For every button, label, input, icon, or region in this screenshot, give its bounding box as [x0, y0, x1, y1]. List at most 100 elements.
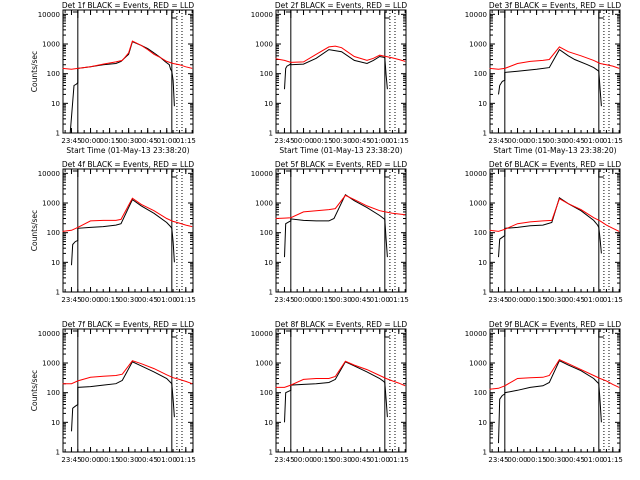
plot-frame — [489, 328, 621, 453]
y-tick-label: 1 — [56, 449, 60, 457]
x-tick-label: 23:45 — [488, 137, 508, 145]
panel-det-3: 1 10 100 1000 10000 23:4500:0000:1500:3000:45… — [465, 1, 623, 155]
x-tick-label: 01:00 — [584, 296, 604, 304]
y-tick-label: 1 — [269, 449, 273, 457]
x-tick-label: 00:00 — [507, 456, 527, 464]
y-tick-label: 1000 — [255, 360, 273, 368]
panel-title: Det 3f BLACK = Events, RED = LLD — [489, 1, 622, 10]
panel-title: Det 7f BLACK = Events, RED = LLD — [62, 320, 195, 329]
x-axis-label: Start Time (01-May-13 23:38:20) — [66, 146, 189, 155]
x-tick-label: 00:30 — [119, 296, 139, 304]
y-tick-label: 10 — [51, 419, 60, 427]
bracket-marker — [171, 171, 177, 178]
y-tick-label: 100 — [474, 229, 487, 237]
series-events-line — [498, 197, 602, 258]
x-tick-label: 01:00 — [584, 137, 604, 145]
bracket-marker — [285, 11, 292, 18]
panel-det-2: 1 10 100 1000 10000 23:4500:0000:1500:3000:45… — [251, 1, 409, 155]
x-tick-label: 01:00 — [157, 296, 177, 304]
x-tick-label: 23:45 — [61, 456, 81, 464]
plot-frame — [275, 9, 407, 134]
y-tick-label: 100 — [47, 229, 60, 237]
panel-det-4: 1 10 100 1000 10000 23:4500:0000:1500:3000:45… — [30, 160, 196, 304]
x-tick-label: 00:45 — [138, 456, 158, 464]
bracket-marker — [598, 171, 604, 178]
y-tick-label: 100 — [474, 389, 487, 397]
x-tick-label: 01:15 — [389, 296, 409, 304]
y-tick-label: 1000 — [255, 41, 273, 49]
y-tick-label: 1 — [269, 289, 273, 297]
series-events-line — [71, 198, 175, 266]
x-tick-label: 00:30 — [332, 456, 352, 464]
series-events-line — [62, 41, 175, 134]
bracket-marker — [384, 12, 390, 19]
x-tick-label: 01:00 — [584, 456, 604, 464]
panel-det-5: 1 10 100 1000 10000 23:4500:0000:1500:3000:45… — [251, 160, 409, 304]
series-lld-line — [489, 46, 620, 70]
bracket-marker — [285, 330, 292, 337]
x-tick-label: 23:45 — [274, 137, 294, 145]
y-tick-label: 10 — [51, 100, 60, 108]
plot-frame — [62, 328, 194, 453]
y-tick-label: 100 — [260, 389, 273, 397]
x-tick-label: 00:00 — [507, 296, 527, 304]
bracket-marker — [499, 330, 506, 337]
x-tick-label: 01:15 — [176, 137, 196, 145]
x-tick-label: 00:30 — [332, 296, 352, 304]
x-tick-label: 00:30 — [119, 456, 139, 464]
x-tick-label: 01:00 — [370, 456, 390, 464]
y-tick-label: 10000 — [251, 170, 273, 178]
plot-frame — [62, 168, 194, 293]
x-tick-label: 01:15 — [603, 456, 623, 464]
series-lld-line — [275, 360, 406, 388]
x-tick-label: 00:15 — [99, 296, 119, 304]
x-tick-label: 23:45 — [61, 137, 81, 145]
x-tick-label: 00:45 — [351, 137, 371, 145]
bracket-marker — [72, 170, 79, 177]
series-lld-line — [489, 358, 620, 390]
series-events-line — [284, 49, 388, 90]
plot-frame — [275, 328, 407, 453]
x-tick-label: 00:00 — [80, 456, 100, 464]
x-tick-label: 00:15 — [99, 456, 119, 464]
x-tick-label: 01:00 — [370, 296, 390, 304]
bracket-marker — [384, 171, 390, 178]
x-tick-label: 00:45 — [138, 296, 158, 304]
series-lld-line — [275, 45, 406, 63]
x-tick-label: 00:30 — [332, 137, 352, 145]
y-tick-label: 1000 — [42, 360, 60, 368]
y-tick-label: 10000 — [465, 170, 487, 178]
x-axis-label: Start Time (01-May-13 23:38:20) — [279, 146, 402, 155]
y-tick-label: 1000 — [42, 200, 60, 208]
bracket-marker — [598, 331, 604, 338]
y-axis-label: Counts/sec — [30, 370, 39, 411]
x-tick-label: 00:00 — [80, 296, 100, 304]
series-lld-line — [62, 197, 193, 232]
x-tick-label: 00:30 — [546, 456, 566, 464]
x-tick-label: 00:45 — [565, 137, 585, 145]
bracket-marker — [598, 12, 604, 19]
x-tick-label: 00:30 — [546, 296, 566, 304]
x-tick-label: 23:45 — [488, 456, 508, 464]
plot-frame — [62, 9, 194, 134]
series-lld-line — [275, 194, 406, 219]
y-tick-label: 10000 — [465, 11, 487, 19]
x-tick-label: 00:15 — [99, 137, 119, 145]
x-tick-label: 00:00 — [293, 296, 313, 304]
plot-frame — [275, 168, 407, 293]
panel-title: Det 9f BLACK = Events, RED = LLD — [489, 320, 622, 329]
x-tick-label: 00:15 — [526, 296, 546, 304]
bracket-marker — [285, 170, 292, 177]
x-tick-label: 01:15 — [176, 456, 196, 464]
y-tick-label: 10000 — [38, 170, 60, 178]
y-tick-label: 10 — [478, 100, 487, 108]
series-lld-line — [62, 360, 193, 385]
y-axis-label: Counts/sec — [30, 210, 39, 251]
x-tick-label: 00:30 — [546, 137, 566, 145]
x-tick-label: 00:45 — [351, 456, 371, 464]
x-tick-label: 00:15 — [312, 456, 332, 464]
y-tick-label: 10 — [264, 259, 273, 267]
y-tick-label: 10 — [478, 259, 487, 267]
bracket-marker — [171, 331, 177, 338]
